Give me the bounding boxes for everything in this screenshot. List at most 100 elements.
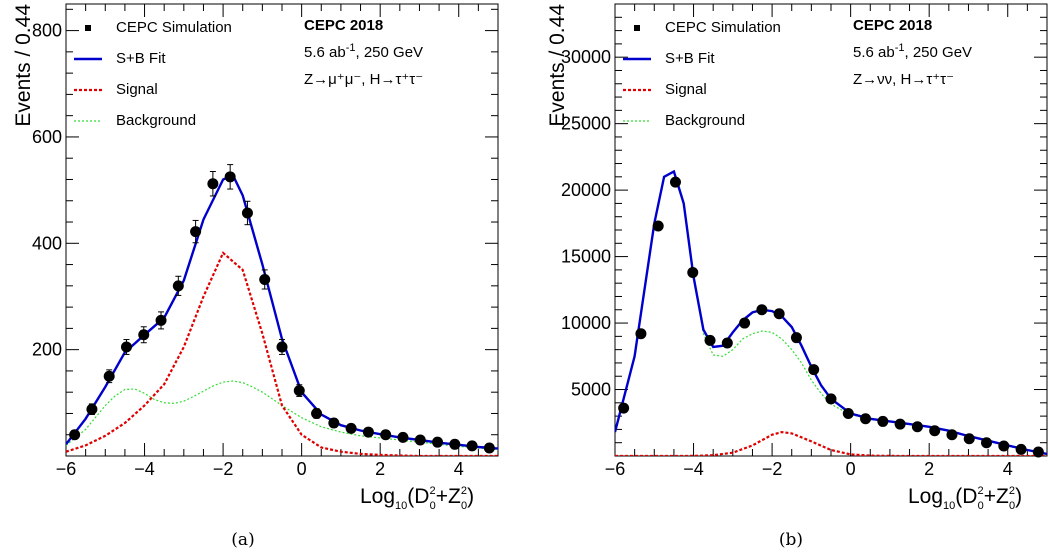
data-point bbox=[138, 329, 150, 341]
y-axis-title: Events / 0.44 bbox=[546, 4, 569, 127]
plot-frame bbox=[614, 3, 1048, 457]
data-point bbox=[362, 426, 374, 438]
data-point bbox=[756, 304, 768, 316]
data-point bbox=[669, 176, 681, 188]
y-tick-label: 800 bbox=[32, 21, 62, 41]
x-tick-label: 4 bbox=[454, 459, 464, 479]
s-b-fit-curve bbox=[66, 173, 498, 450]
data-point bbox=[963, 433, 975, 445]
panel-caption: (a) bbox=[231, 530, 254, 550]
data-point bbox=[328, 417, 340, 429]
lumi-label: 5.6 ab-1, 250 GeV bbox=[853, 42, 972, 61]
y-tick-label: 400 bbox=[32, 233, 62, 253]
data-point bbox=[432, 436, 444, 448]
data-point bbox=[825, 393, 837, 405]
data-point bbox=[790, 332, 802, 344]
data-point bbox=[894, 418, 906, 430]
x-tick-label: −2 bbox=[213, 459, 234, 479]
data-point bbox=[172, 280, 184, 292]
legend-entry: Background bbox=[116, 112, 196, 129]
legend-entry: Signal bbox=[665, 81, 707, 98]
legend-entry: Signal bbox=[116, 81, 158, 98]
y-tick-label: 5000 bbox=[571, 380, 611, 400]
y-tick-label: 15000 bbox=[561, 247, 611, 267]
data-point bbox=[259, 273, 271, 285]
x-tick-label: −6 bbox=[605, 459, 626, 479]
legend: CEPC Simulation S+B Fit Signal Background bbox=[623, 19, 781, 129]
data-point bbox=[483, 442, 495, 454]
lumi-label: 5.6 ab-1, 250 GeV bbox=[304, 42, 423, 61]
annotation-block: CEPC 2018 5.6 ab-1, 250 GeV Z→νν, H→τ⁺τ⁻ bbox=[853, 17, 972, 88]
signal-curve bbox=[66, 251, 498, 456]
data-point bbox=[414, 434, 426, 446]
legend-entry: Background bbox=[665, 112, 745, 129]
data-point bbox=[345, 422, 357, 434]
experiment-label: CEPC 2018 bbox=[853, 17, 932, 34]
data-point bbox=[155, 314, 167, 326]
data-point bbox=[190, 226, 202, 238]
x-tick-label: 0 bbox=[297, 459, 307, 479]
s-b-fit-curve bbox=[615, 169, 1047, 456]
data-point bbox=[981, 437, 993, 449]
legend-marker-points bbox=[634, 25, 640, 31]
data-point bbox=[311, 407, 323, 419]
experiment-label: CEPC 2018 bbox=[304, 17, 383, 34]
data-point bbox=[380, 429, 392, 441]
data-point bbox=[635, 328, 647, 340]
data-point bbox=[103, 370, 115, 382]
data-point bbox=[241, 207, 253, 219]
panel-caption: (b) bbox=[779, 530, 803, 550]
data-point bbox=[1015, 443, 1027, 455]
x-axis-title: Log10(D2 0+Z2 0) bbox=[908, 485, 1022, 512]
x-tick-label: 2 bbox=[375, 459, 385, 479]
signal-curve bbox=[615, 430, 1047, 456]
data-point bbox=[276, 341, 288, 353]
data-point bbox=[69, 429, 81, 441]
data-point bbox=[397, 431, 409, 443]
legend-entry: S+B Fit bbox=[116, 50, 166, 67]
data-point bbox=[842, 407, 854, 419]
y-axis-title: Events / 0.44 bbox=[12, 4, 35, 127]
data-point bbox=[739, 317, 751, 329]
data-point bbox=[721, 337, 733, 349]
curves bbox=[66, 173, 498, 456]
x-tick-label: −4 bbox=[683, 459, 704, 479]
data-point bbox=[808, 364, 820, 376]
data-point bbox=[877, 415, 889, 427]
data-point bbox=[704, 334, 716, 346]
data-point bbox=[224, 171, 236, 183]
data-point bbox=[773, 308, 785, 320]
data-point bbox=[687, 267, 699, 279]
data-point bbox=[946, 429, 958, 441]
data-point bbox=[207, 178, 219, 190]
x-tick-label: −6 bbox=[56, 459, 77, 479]
data-point bbox=[293, 385, 305, 397]
plot-frame bbox=[65, 3, 499, 457]
data-point bbox=[1032, 446, 1044, 458]
data-point bbox=[929, 425, 941, 437]
y-tick-label: 600 bbox=[32, 127, 62, 147]
data-point bbox=[998, 440, 1010, 452]
panel-b: −6 −4 −2 0 2 4 5000 10000 15000 20000 25000 30000Ev… bbox=[546, 3, 1048, 550]
data-point bbox=[860, 413, 872, 425]
legend-entry: CEPC Simulation bbox=[665, 19, 781, 36]
data-point bbox=[120, 341, 132, 353]
x-axis-title: Log10(D2 0+Z2 0) bbox=[360, 485, 474, 512]
curves bbox=[615, 169, 1047, 456]
y-tick-label: 200 bbox=[32, 340, 62, 360]
background-curve bbox=[615, 170, 1047, 455]
data-point bbox=[652, 220, 664, 232]
legend: CEPC Simulation S+B Fit Signal Background bbox=[74, 19, 232, 129]
y-tick-label: 30000 bbox=[561, 47, 611, 67]
y-tick-label: 10000 bbox=[561, 313, 611, 333]
data-point bbox=[466, 440, 478, 452]
y-tick-label: 20000 bbox=[561, 180, 611, 200]
data-point bbox=[911, 421, 923, 433]
annotation-block: CEPC 2018 5.6 ab-1, 250 GeV Z→μ⁺μ⁻, H→τ⁺τ⁻ bbox=[304, 17, 423, 88]
x-tick-label: 4 bbox=[1003, 459, 1013, 479]
x-tick-label: 0 bbox=[846, 459, 856, 479]
y-tick-label: 25000 bbox=[561, 114, 611, 134]
data-point bbox=[449, 438, 461, 450]
x-tick-label: −4 bbox=[134, 459, 155, 479]
